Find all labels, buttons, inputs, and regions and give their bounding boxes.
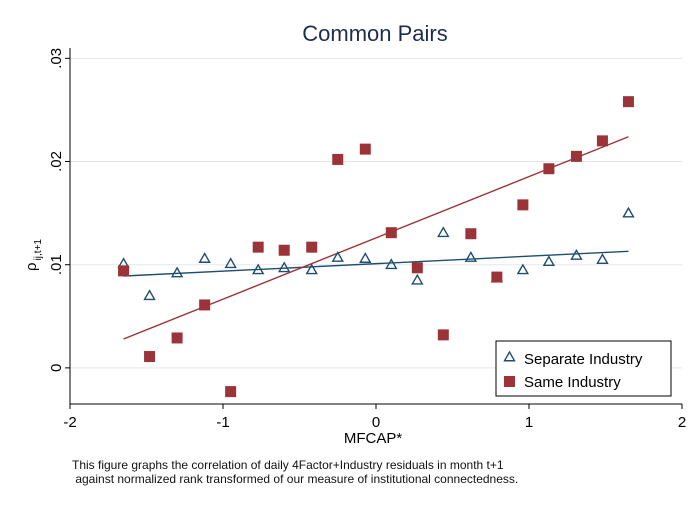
point-separate-industry bbox=[224, 257, 237, 269]
point-same-industry bbox=[543, 163, 555, 175]
legend-label-same-industry: Same Industry bbox=[524, 374, 621, 391]
point-separate-industry bbox=[305, 263, 318, 275]
point-same-industry bbox=[411, 262, 423, 274]
point-same-industry bbox=[306, 241, 318, 253]
y-tick-label: 0 bbox=[48, 364, 65, 372]
x-tick-label: -2 bbox=[63, 414, 76, 431]
chart-title: Common Pairs bbox=[302, 21, 447, 46]
point-same-industry bbox=[359, 143, 371, 155]
y-tick-label: .02 bbox=[48, 151, 65, 172]
legend-box bbox=[495, 340, 672, 397]
y-axis-label: ρ bbox=[23, 262, 40, 271]
point-same-industry bbox=[144, 351, 156, 363]
point-separate-industry bbox=[385, 258, 398, 270]
point-same-industry bbox=[622, 96, 634, 108]
figure-note-line-1: This figure graphs the correlation of da… bbox=[72, 458, 504, 472]
point-separate-industry bbox=[516, 263, 530, 275]
point-separate-industry bbox=[596, 253, 609, 264]
x-axis-label: MFCAP* bbox=[344, 430, 403, 447]
point-separate-industry bbox=[411, 273, 424, 285]
point-same-industry bbox=[332, 153, 344, 165]
point-same-industry bbox=[570, 150, 582, 162]
y-axis-label-subscript: ij,t+1 bbox=[33, 239, 44, 261]
y-tick-label: .01 bbox=[48, 254, 65, 275]
legend-marker-same-industry bbox=[504, 376, 515, 387]
figure-note-line-2: against normalized rank transformed of o… bbox=[72, 472, 519, 486]
point-separate-industry bbox=[251, 263, 265, 275]
point-separate-industry bbox=[437, 226, 450, 238]
point-separate-industry bbox=[464, 251, 478, 262]
point-same-industry bbox=[596, 135, 608, 147]
point-same-industry bbox=[517, 199, 529, 211]
legend: Separate Industry Same Industry bbox=[495, 340, 672, 397]
point-same-industry bbox=[118, 265, 130, 277]
point-same-industry bbox=[171, 332, 183, 344]
point-same-industry bbox=[278, 244, 290, 256]
legend-label-separate-industry: Separate Industry bbox=[524, 351, 643, 368]
point-separate-industry bbox=[622, 206, 635, 218]
svg-text:ρij,t+1: ρij,t+1 bbox=[23, 239, 44, 271]
point-separate-industry bbox=[143, 289, 156, 301]
fit-line-separate-industry bbox=[123, 250, 629, 277]
axis-ticks: 0 .01 .02 .03 -2 -1 0 1 2 bbox=[48, 48, 686, 431]
y-tick-label: .03 bbox=[48, 48, 65, 69]
x-tick-label: 1 bbox=[525, 414, 533, 431]
point-same-industry bbox=[225, 386, 237, 398]
point-separate-industry bbox=[331, 251, 344, 262]
x-tick-label: -1 bbox=[216, 414, 229, 431]
point-separate-industry bbox=[570, 248, 583, 260]
point-same-industry bbox=[252, 241, 264, 253]
point-same-industry bbox=[491, 271, 503, 283]
point-same-industry bbox=[385, 227, 397, 239]
x-tick-label: 2 bbox=[678, 414, 686, 431]
point-separate-industry bbox=[542, 255, 556, 267]
point-separate-industry bbox=[170, 266, 184, 278]
y-axis-label-group: ρij,t+1 bbox=[23, 239, 44, 271]
data-points bbox=[117, 96, 635, 398]
point-separate-industry bbox=[359, 252, 372, 263]
point-separate-industry bbox=[277, 261, 291, 273]
legend-marker-separate-industry bbox=[503, 350, 516, 362]
point-same-industry bbox=[437, 329, 449, 341]
x-tick-label: 0 bbox=[372, 414, 380, 431]
point-same-industry bbox=[199, 299, 211, 311]
point-separate-industry bbox=[198, 252, 211, 263]
point-same-industry bbox=[465, 228, 477, 240]
